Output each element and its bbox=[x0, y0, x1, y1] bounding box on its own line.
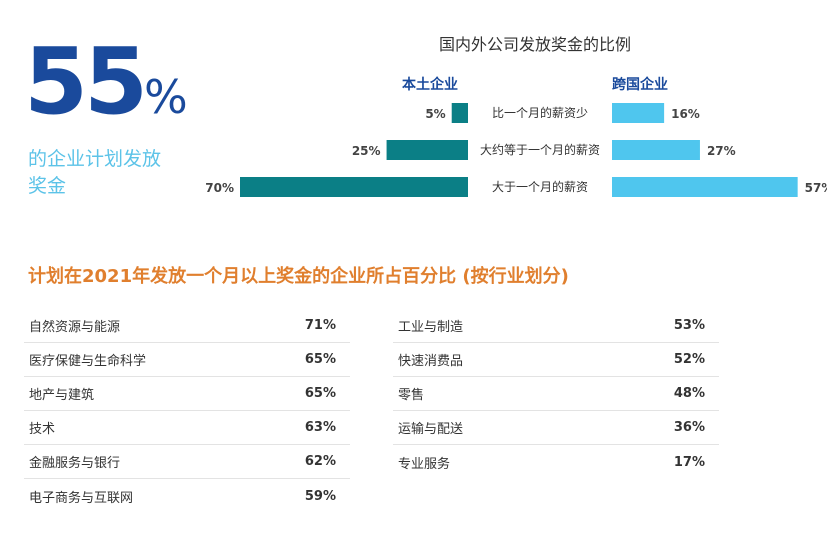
table-row: 金融服务与银行 62% bbox=[24, 445, 350, 479]
bar-local bbox=[451, 103, 468, 123]
bar-local bbox=[386, 140, 468, 160]
table-row: 运输与配送 36% bbox=[393, 411, 719, 445]
industry-value: 17% bbox=[673, 454, 705, 470]
industry-value: 53% bbox=[673, 318, 705, 333]
industry-table-right: 工业与制造 53% 快速消费品 52% 零售 48% 运输与配送 36% 专业服务 17% bbox=[393, 309, 719, 479]
chart-title: 国内外公司发放奖金的比例 bbox=[438, 35, 631, 54]
industry-value: 65% bbox=[304, 352, 336, 367]
legend-local: 本土企业 bbox=[402, 77, 458, 93]
industry-name: 零售 bbox=[398, 388, 425, 403]
headline-stat: 55% bbox=[24, 36, 188, 128]
headline-caption: 的企业计划发放奖金 bbox=[28, 148, 162, 197]
legend-foreign: 跨国企业 bbox=[612, 77, 668, 93]
industry-value: 36% bbox=[673, 420, 705, 435]
industry-name: 工业与制造 bbox=[398, 320, 464, 335]
table-row: 医疗保健与生命科学 65% bbox=[24, 343, 350, 377]
data-label-foreign: 16% bbox=[671, 107, 700, 121]
industry-name: 运输与配送 bbox=[398, 422, 464, 437]
industry-name: 自然资源与能源 bbox=[29, 320, 121, 335]
table-row: 专业服务 17% bbox=[393, 445, 719, 479]
category-label: 大约等于一个月的薪资 bbox=[480, 142, 600, 157]
data-label-foreign: 27% bbox=[707, 144, 736, 158]
data-label-local: 5% bbox=[425, 107, 445, 121]
industry-name: 技术 bbox=[29, 422, 56, 437]
industry-name: 电子商务与互联网 bbox=[29, 490, 134, 506]
industry-value: 59% bbox=[304, 488, 336, 504]
industry-value: 62% bbox=[304, 454, 336, 469]
industry-section-title: 计划在2021年发放一个月以上奖金的企业所占百分比 (按行业划分) bbox=[28, 266, 569, 287]
industry-value: 63% bbox=[304, 420, 336, 435]
headline-number: 55 bbox=[24, 28, 148, 135]
data-label-local: 70% bbox=[205, 181, 234, 195]
category-label: 大于一个月的薪资 bbox=[492, 179, 588, 194]
industry-name: 快速消费品 bbox=[398, 354, 464, 369]
industry-name: 专业服务 bbox=[398, 456, 451, 472]
headline-unit: % bbox=[144, 70, 188, 124]
industry-value: 52% bbox=[673, 352, 705, 367]
table-row: 工业与制造 53% bbox=[393, 309, 719, 343]
table-row: 快速消费品 52% bbox=[393, 343, 719, 377]
industry-value: 65% bbox=[304, 386, 336, 401]
bar-local bbox=[240, 177, 468, 197]
industry-value: 71% bbox=[304, 318, 336, 333]
table-row: 技术 63% bbox=[24, 411, 350, 445]
table-row: 零售 48% bbox=[393, 377, 719, 411]
table-row: 地产与建筑 65% bbox=[24, 377, 350, 411]
table-row: 电子商务与互联网 59% bbox=[24, 479, 350, 513]
industry-name: 医疗保健与生命科学 bbox=[29, 354, 147, 369]
data-label-local: 25% bbox=[352, 144, 381, 158]
industry-name: 地产与建筑 bbox=[29, 388, 95, 403]
bar-foreign bbox=[612, 103, 665, 123]
data-label-foreign: 57% bbox=[805, 181, 827, 195]
bar-foreign bbox=[612, 177, 798, 197]
bonus-bar-chart: 比一个月的薪资少 5% 16% 大约等于一个月的薪资 25% 27% 大于一个月的薪资 70%… bbox=[205, 103, 827, 197]
industry-name: 金融服务与银行 bbox=[29, 456, 121, 471]
industry-table-left: 自然资源与能源 71% 医疗保健与生命科学 65% 地产与建筑 65% 技术 63% 金融服务与… bbox=[24, 309, 350, 513]
bar-foreign bbox=[612, 140, 700, 160]
industry-value: 48% bbox=[673, 386, 705, 401]
category-label: 比一个月的薪资少 bbox=[492, 105, 588, 120]
table-row: 自然资源与能源 71% bbox=[24, 309, 350, 343]
